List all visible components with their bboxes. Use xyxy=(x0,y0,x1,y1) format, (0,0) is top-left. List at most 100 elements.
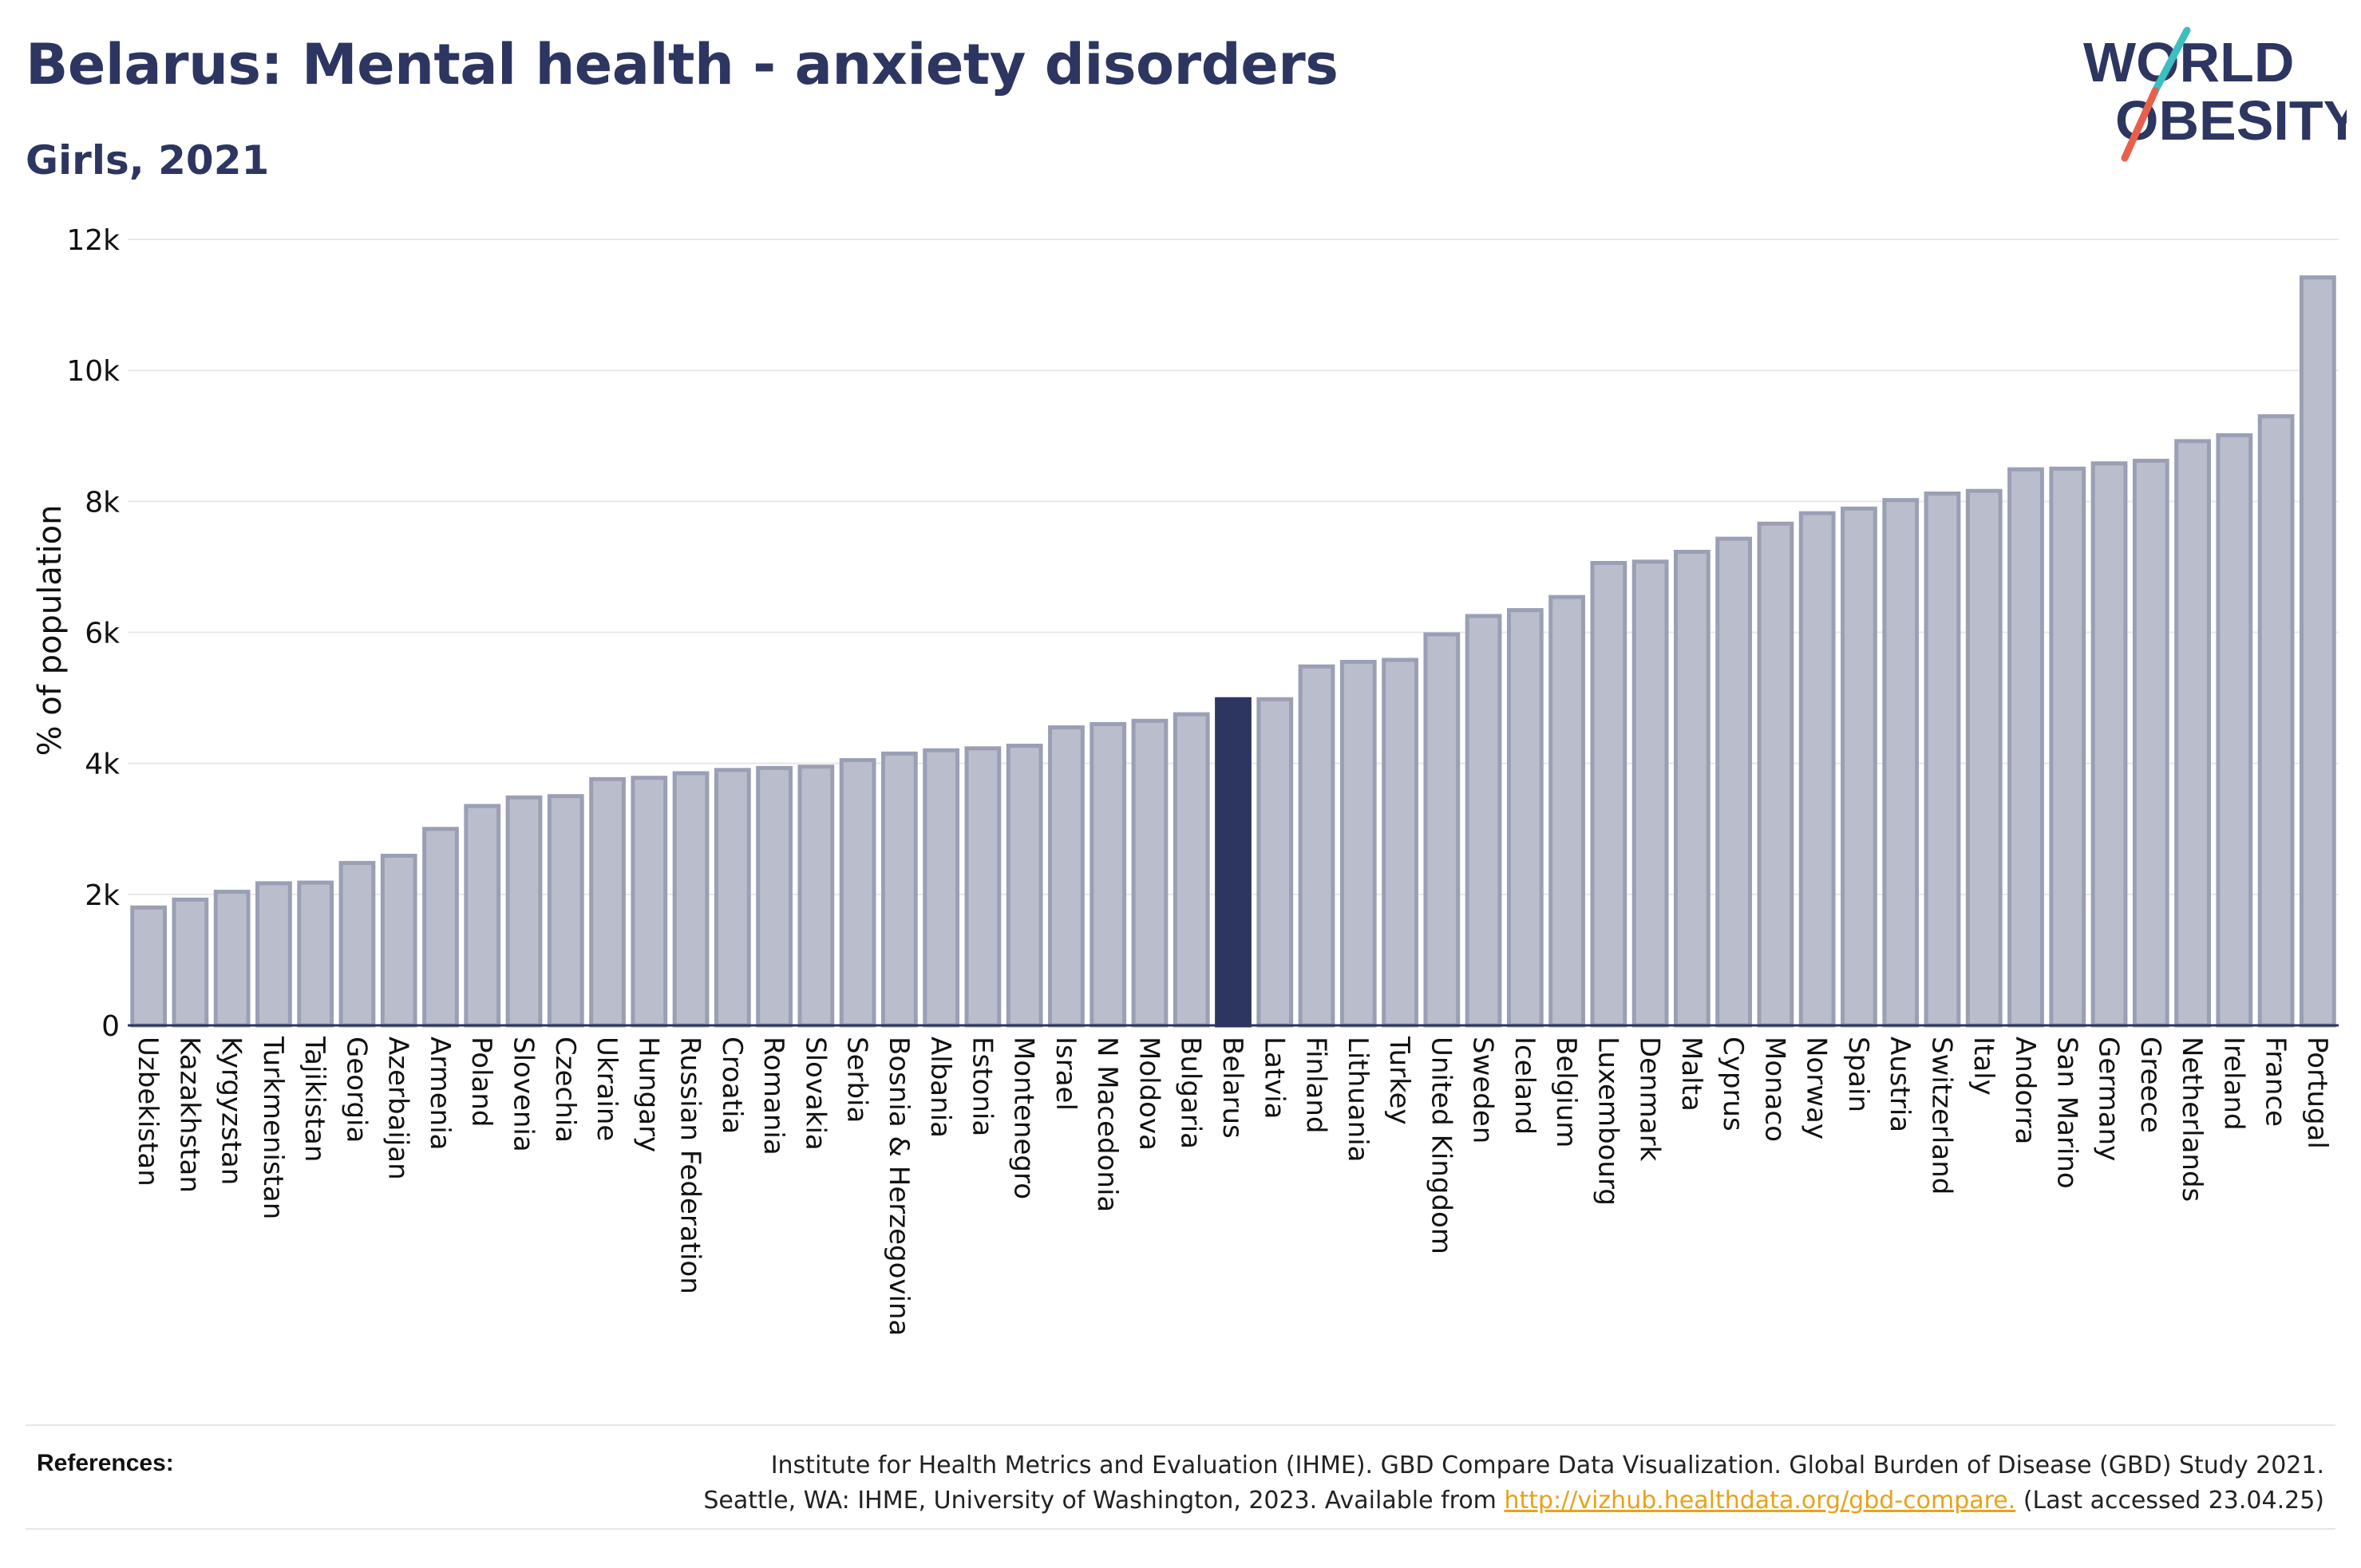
x-tick-label: Georgia xyxy=(340,1037,372,1143)
logo-slash-bottom xyxy=(2121,87,2159,162)
bar-latvia xyxy=(1256,697,1294,1028)
bar-israel xyxy=(1048,725,1085,1028)
x-tick-label: Moldova xyxy=(1133,1037,1165,1151)
x-tick-label: Denmark xyxy=(1634,1037,1666,1162)
references-text: Institute for Health Metrics and Evaluat… xyxy=(703,1448,2324,1519)
chart-subtitle: Girls, 2021 xyxy=(26,137,270,184)
y-tick-label: 12k xyxy=(66,224,120,257)
x-tick-label: Belgium xyxy=(1550,1037,1582,1147)
y-tick-label: 0 xyxy=(101,1010,120,1043)
bar-denmark xyxy=(1631,559,1669,1028)
x-axis-ticks: Uzbekistan Kazakhstan Kyrgyzstan Turkmenist… xyxy=(132,1036,2333,1336)
bar-tajikistan xyxy=(297,880,334,1028)
x-tick-label: Spain xyxy=(1842,1037,1874,1112)
bar-turkmenistan xyxy=(255,881,292,1028)
x-tick-label: Portugal xyxy=(2301,1037,2333,1149)
x-tick-label: Cyprus xyxy=(1717,1037,1749,1132)
bar-russian-federation xyxy=(672,771,710,1028)
bar-slovenia xyxy=(505,795,543,1028)
bar-spain xyxy=(1841,506,1877,1028)
bar-albania xyxy=(923,748,960,1028)
x-tick-label: Germany xyxy=(2093,1037,2125,1161)
y-tick-label: 2k xyxy=(85,879,120,912)
x-tick-label: Andorra xyxy=(2009,1037,2041,1144)
x-tick-label: Poland xyxy=(465,1037,497,1128)
y-axis-ticks: 0 2k 4k 6k 8k 10k 12k xyxy=(66,224,120,1043)
y-tick-label: 4k xyxy=(85,748,120,781)
x-tick-label: Ukraine xyxy=(591,1037,623,1141)
bar-czechia xyxy=(547,794,584,1028)
bar-netherlands xyxy=(2174,439,2211,1028)
bar-france xyxy=(2257,414,2295,1028)
x-tick-label: Kazakhstan xyxy=(173,1037,205,1193)
x-tick-label: Belarus xyxy=(1216,1037,1248,1139)
x-tick-label: Uzbekistan xyxy=(132,1037,164,1187)
x-tick-label: Montenegro xyxy=(1008,1037,1040,1199)
x-tick-label: Croatia xyxy=(716,1037,748,1134)
bar-serbia xyxy=(839,758,876,1028)
bar-belarus xyxy=(1215,697,1252,1028)
bar-ukraine xyxy=(589,776,626,1028)
references-line2-prefix: Seattle, WA: IHME, University of Washing… xyxy=(703,1487,1505,1515)
y-tick-label: 8k xyxy=(85,486,120,519)
bar-kyrgyzstan xyxy=(213,890,251,1028)
bar-n-macedonia xyxy=(1090,721,1127,1028)
logo-slash-top xyxy=(2151,26,2191,95)
bar-finland xyxy=(1298,664,1335,1028)
x-tick-label: Romania xyxy=(757,1037,789,1155)
x-tick-label: Hungary xyxy=(632,1037,664,1152)
bar-sweden xyxy=(1465,614,1502,1028)
bar-slovakia xyxy=(797,764,835,1028)
bar-portugal xyxy=(2299,275,2336,1028)
bar-lithuania xyxy=(1339,659,1377,1028)
bar-bulgaria xyxy=(1173,712,1210,1028)
x-tick-label: Czechia xyxy=(549,1037,581,1143)
x-tick-label: Iceland xyxy=(1509,1037,1540,1135)
references-line2: Seattle, WA: IHME, University of Washing… xyxy=(703,1483,2324,1519)
x-tick-label: Monaco xyxy=(1758,1037,1790,1142)
x-tick-label: Malta xyxy=(1675,1037,1707,1112)
x-tick-label: United Kingdom xyxy=(1425,1037,1457,1254)
bar-chart: 0 2k 4k 6k 8k 10k 12k Uzbekistan Kazakhstan Kyrg… xyxy=(32,224,2339,1336)
x-tick-label: Israel xyxy=(1050,1037,1082,1111)
y-axis-label: % of population xyxy=(32,505,69,756)
bar-cyprus xyxy=(1715,536,1753,1028)
x-tick-label: Greece xyxy=(2134,1037,2166,1133)
x-tick-label: Luxembourg xyxy=(1592,1037,1623,1206)
x-tick-label: Latvia xyxy=(1258,1037,1290,1120)
bar-poland xyxy=(464,804,501,1028)
bar-malta xyxy=(1674,550,1710,1028)
bar-moldova xyxy=(1131,718,1169,1028)
bar-georgia xyxy=(338,860,376,1028)
bar-austria xyxy=(1882,498,1920,1028)
x-tick-label: Kyrgyzstan xyxy=(216,1037,247,1185)
references-line2-suffix: (Last accessed 23.04.25) xyxy=(2015,1487,2324,1515)
bar-turkey xyxy=(1382,658,1418,1028)
chart-title: Belarus: Mental health - anxiety disorde… xyxy=(26,32,1339,97)
references-link[interactable]: http://vizhub.healthdata.org/gbd-compare… xyxy=(1504,1487,2016,1515)
bar-united-kingdom xyxy=(1423,632,1461,1028)
bar-azerbaijan xyxy=(380,853,417,1028)
x-tick-label: Lithuania xyxy=(1342,1037,1374,1162)
x-tick-label: Armenia xyxy=(424,1037,456,1151)
x-tick-label: Estonia xyxy=(966,1037,998,1136)
bars xyxy=(130,275,2336,1028)
x-tick-label: Bulgaria xyxy=(1175,1037,1207,1149)
bar-croatia xyxy=(714,768,751,1028)
bar-belgium xyxy=(1548,594,1585,1028)
x-tick-label: Albania xyxy=(924,1037,956,1138)
bar-ireland xyxy=(2216,432,2253,1028)
x-tick-label: Russian Federation xyxy=(674,1037,706,1294)
x-tick-label: Norway xyxy=(1801,1037,1833,1139)
bar-iceland xyxy=(1506,608,1544,1028)
references-box: References: Institute for Health Metrics… xyxy=(26,1424,2335,1530)
bar-estonia xyxy=(964,746,1002,1028)
bar-luxembourg xyxy=(1590,560,1627,1028)
bar-greece xyxy=(2132,458,2169,1028)
bar-hungary xyxy=(631,776,668,1028)
bar-kazakhstan xyxy=(172,897,209,1028)
bar-bosnia-herzegovina xyxy=(881,751,918,1028)
x-tick-label: Serbia xyxy=(841,1037,873,1123)
x-tick-label: Italy xyxy=(1968,1037,1999,1096)
bar-san-marino xyxy=(2049,466,2086,1028)
